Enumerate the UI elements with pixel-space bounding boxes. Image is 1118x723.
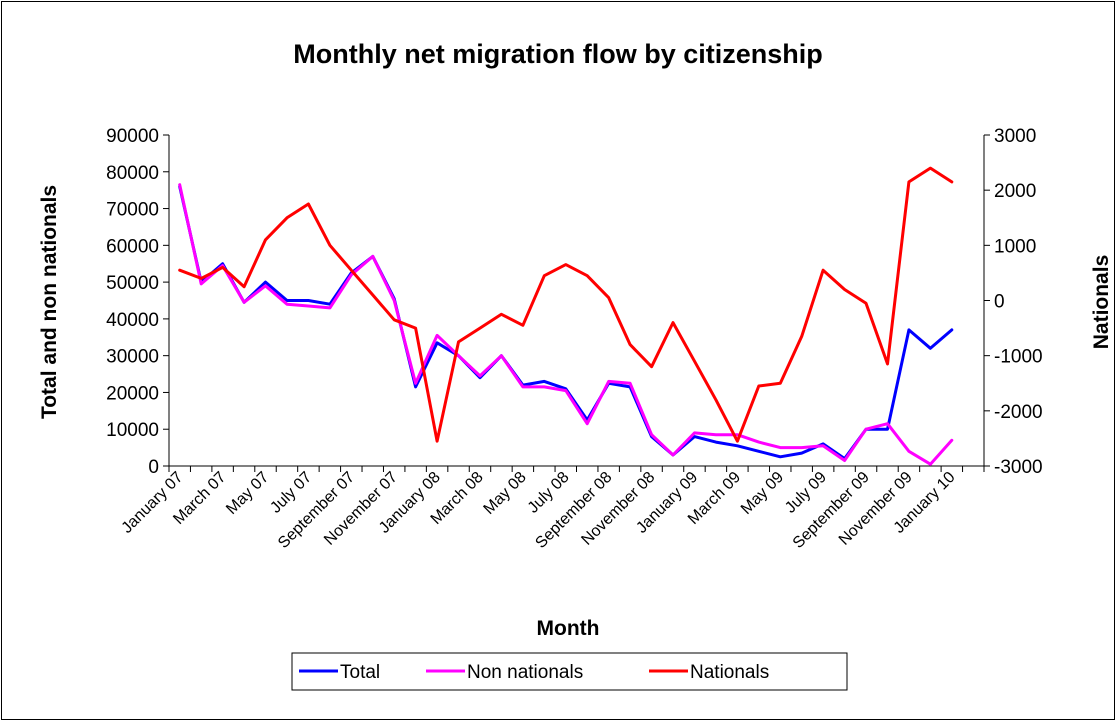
y-tick-label: 0 (148, 457, 159, 478)
y2-tick-label: 2000 (994, 181, 1036, 202)
plot-area: 0100002000030000400005000060000700008000… (106, 126, 1042, 552)
legend-label-non-nationals: Non nationals (467, 662, 583, 683)
chart-title: Monthly net migration flow by citizenshi… (293, 39, 823, 69)
y-axis-title: Total and non nationals (38, 185, 61, 419)
legend-label-total: Total (340, 662, 380, 683)
y-tick-label: 60000 (106, 236, 159, 257)
x-tick-label: September 09 (790, 469, 873, 552)
y-tick-label: 20000 (106, 383, 159, 404)
x-tick-label: September 07 (275, 469, 358, 552)
legend: Total Non nationals Nationals (291, 652, 848, 691)
y2-tick-label: 3000 (994, 126, 1036, 147)
y2-tick-label: -2000 (994, 402, 1043, 423)
series-line-total (178, 185, 954, 461)
y-tick-label: 10000 (106, 420, 159, 441)
y2-tick-label: -1000 (994, 347, 1043, 368)
y-tick-label: 80000 (106, 163, 159, 184)
y-tick-label: 90000 (106, 126, 159, 147)
x-axis-title: Month (537, 617, 600, 640)
x-tick-label: May 08 (481, 469, 530, 518)
y2-tick-label: -3000 (994, 457, 1043, 478)
y2-tick-label: 1000 (994, 236, 1036, 257)
x-tick-label: September 08 (532, 469, 615, 552)
y2-axis-title: Nationals (1090, 255, 1113, 350)
y2-tick-label: 0 (994, 292, 1005, 313)
y-tick-label: 70000 (106, 200, 159, 221)
series-line-non-nationals (178, 183, 954, 466)
x-tick-label: May 09 (738, 469, 787, 518)
series-line-nationals (178, 166, 954, 443)
x-tick-label: May 07 (223, 469, 272, 518)
y-tick-label: 50000 (106, 273, 159, 294)
y-tick-label: 40000 (106, 310, 159, 331)
x-tick-label: January 07 (119, 469, 187, 537)
legend-box (291, 652, 848, 691)
legend-label-nationals: Nationals (690, 662, 769, 683)
y-tick-label: 30000 (106, 347, 159, 368)
